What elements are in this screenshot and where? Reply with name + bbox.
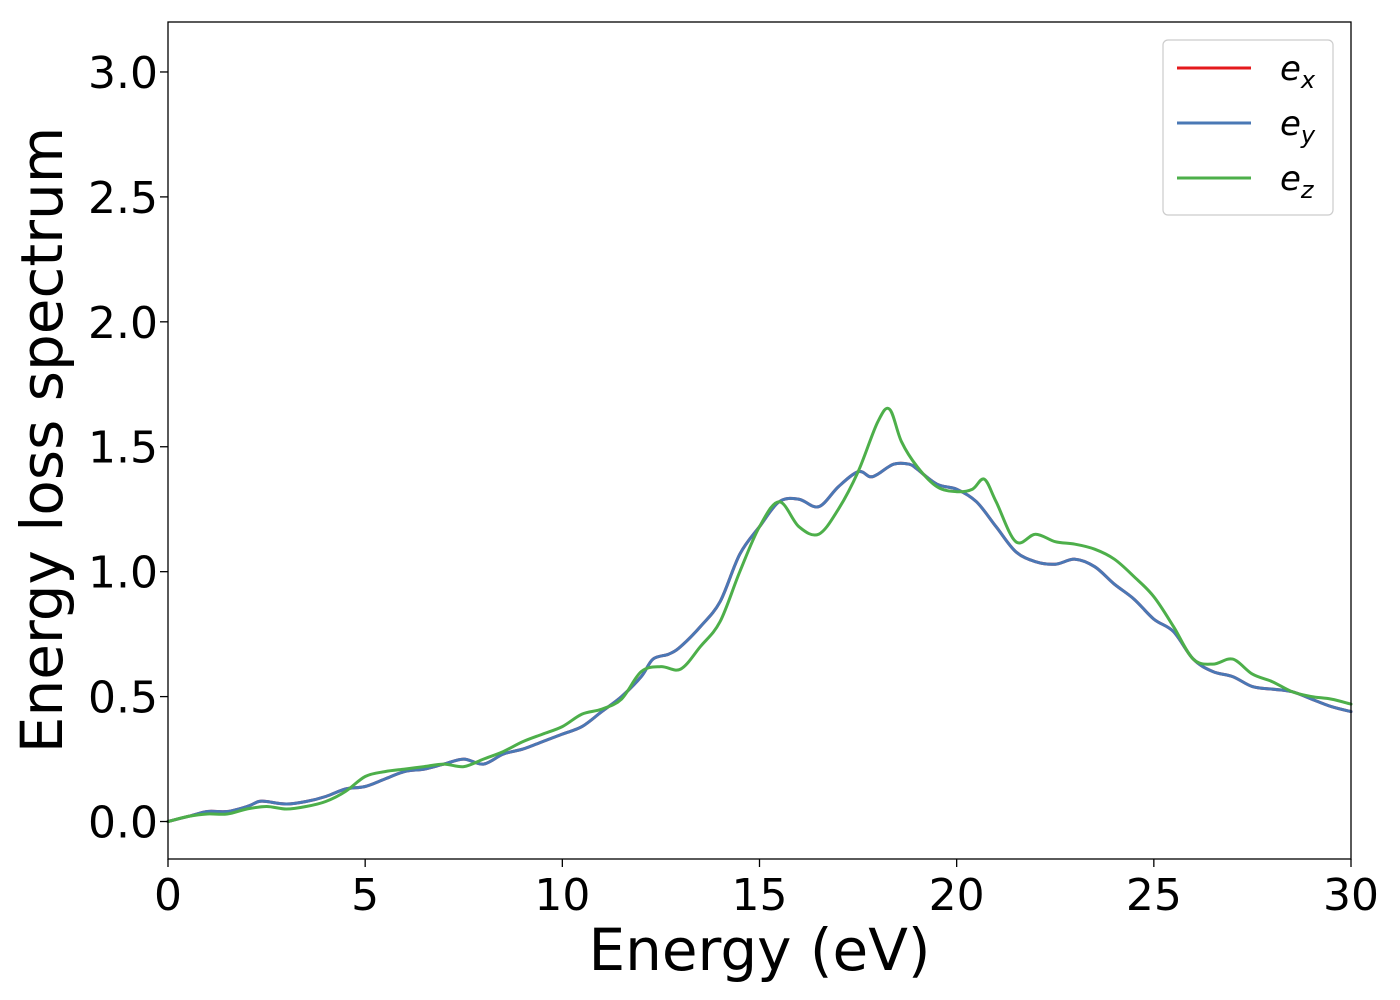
legend-label-base: e xyxy=(1280,49,1301,89)
y-tick-label: 0.5 xyxy=(88,673,158,724)
y-tick-label: 2.0 xyxy=(88,298,158,349)
x-tick-label: 25 xyxy=(1126,870,1182,921)
y-tick-label: 0.0 xyxy=(88,798,158,849)
x-ticks: 0 5 10 15 20 25 30 xyxy=(154,859,1379,921)
series-line-z xyxy=(166,406,1353,823)
x-tick-label: 5 xyxy=(351,870,379,921)
x-axis-title: Energy (eV) xyxy=(588,916,930,984)
legend-label-base: e xyxy=(1280,104,1301,144)
y-ticks: 0.0 0.5 1.0 1.5 2.0 2.5 3.0 xyxy=(88,48,168,849)
series-layer xyxy=(166,406,1353,823)
legend-label-z: ez xyxy=(1280,159,1315,204)
y-tick-label: 3.0 xyxy=(88,48,158,99)
y-tick-label: 2.5 xyxy=(88,173,158,224)
legend-label-subscript: y xyxy=(1300,121,1316,149)
x-tick-label: 15 xyxy=(732,870,788,921)
x-tick-label: 20 xyxy=(929,870,985,921)
legend-label-x: ex xyxy=(1280,49,1316,94)
legend-label-y: ey xyxy=(1280,104,1316,149)
legend-label-subscript: z xyxy=(1300,176,1315,204)
y-tick-label: 1.0 xyxy=(88,548,158,599)
legend-frame xyxy=(1162,39,1334,216)
legend-label-base: e xyxy=(1280,159,1301,199)
y-tick-label: 1.5 xyxy=(88,423,158,474)
y-axis-title: Energy loss spectrum xyxy=(8,127,76,753)
legend-label-subscript: x xyxy=(1300,66,1316,94)
x-tick-label: 0 xyxy=(154,870,182,921)
plot-area xyxy=(168,22,1351,859)
x-tick-label: 30 xyxy=(1323,870,1379,921)
x-tick-label: 10 xyxy=(534,870,590,921)
